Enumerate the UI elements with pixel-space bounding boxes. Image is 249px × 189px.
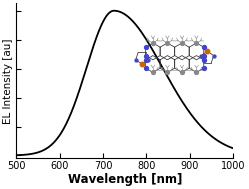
X-axis label: Wavelength [nm]: Wavelength [nm] — [67, 173, 182, 186]
Y-axis label: EL Intensity [au]: EL Intensity [au] — [3, 38, 13, 124]
